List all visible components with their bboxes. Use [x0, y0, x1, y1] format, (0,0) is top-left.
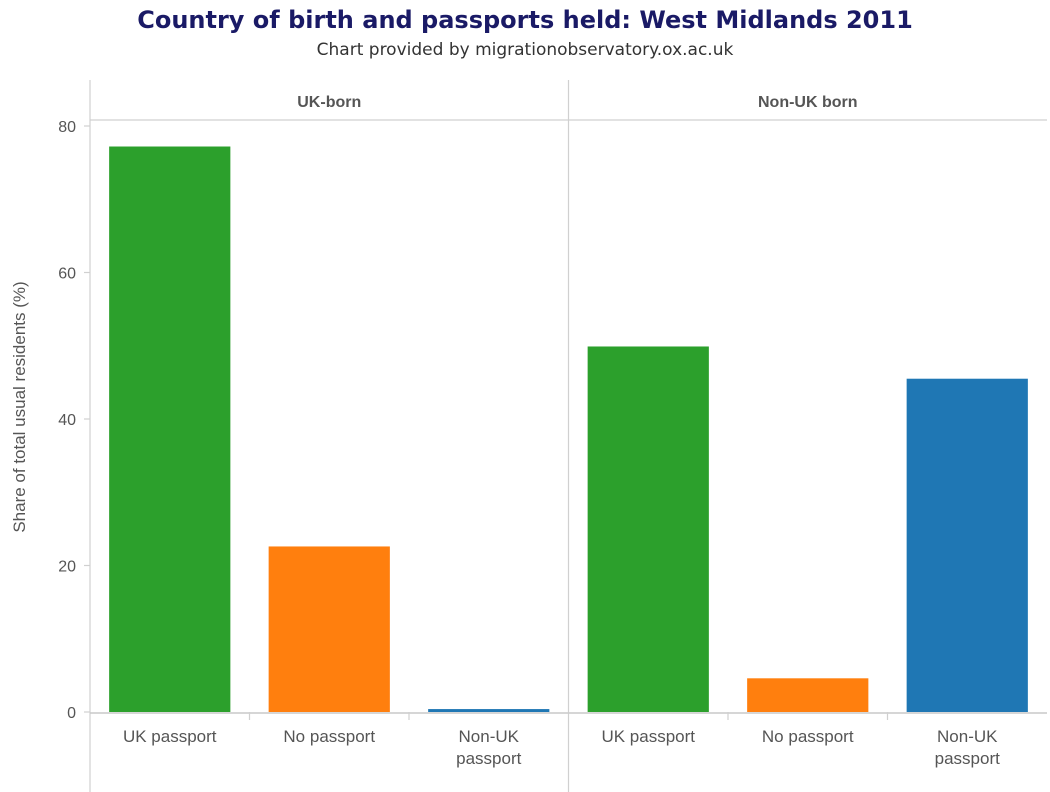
bar [428, 709, 550, 712]
bar [747, 678, 869, 712]
panel-label: UK-born [297, 94, 361, 111]
y-tick-label: 40 [58, 412, 76, 429]
y-tick-label: 60 [58, 266, 76, 283]
x-tick-label: Non-UK passport [935, 727, 1000, 768]
y-tick-label: 20 [58, 559, 76, 576]
y-tick-label: 80 [58, 119, 76, 136]
y-tick-label: 0 [67, 705, 76, 722]
x-tick-label: No passport [762, 727, 854, 746]
x-tick-label: UK passport [123, 727, 217, 746]
x-tick-label: UK passport [601, 727, 695, 746]
bar [109, 146, 231, 712]
bar [268, 546, 390, 712]
y-axis-label: Share of total usual residents (%) [10, 281, 29, 532]
chart-subtitle: Chart provided by migrationobservatory.o… [316, 40, 734, 60]
x-tick-label: No passport [283, 727, 375, 746]
x-tick-label: Non-UK passport [456, 727, 521, 768]
bar [906, 378, 1028, 712]
panel-label: Non-UK born [758, 94, 858, 111]
bar [587, 346, 709, 712]
chart-title: Country of birth and passports held: Wes… [137, 6, 913, 34]
